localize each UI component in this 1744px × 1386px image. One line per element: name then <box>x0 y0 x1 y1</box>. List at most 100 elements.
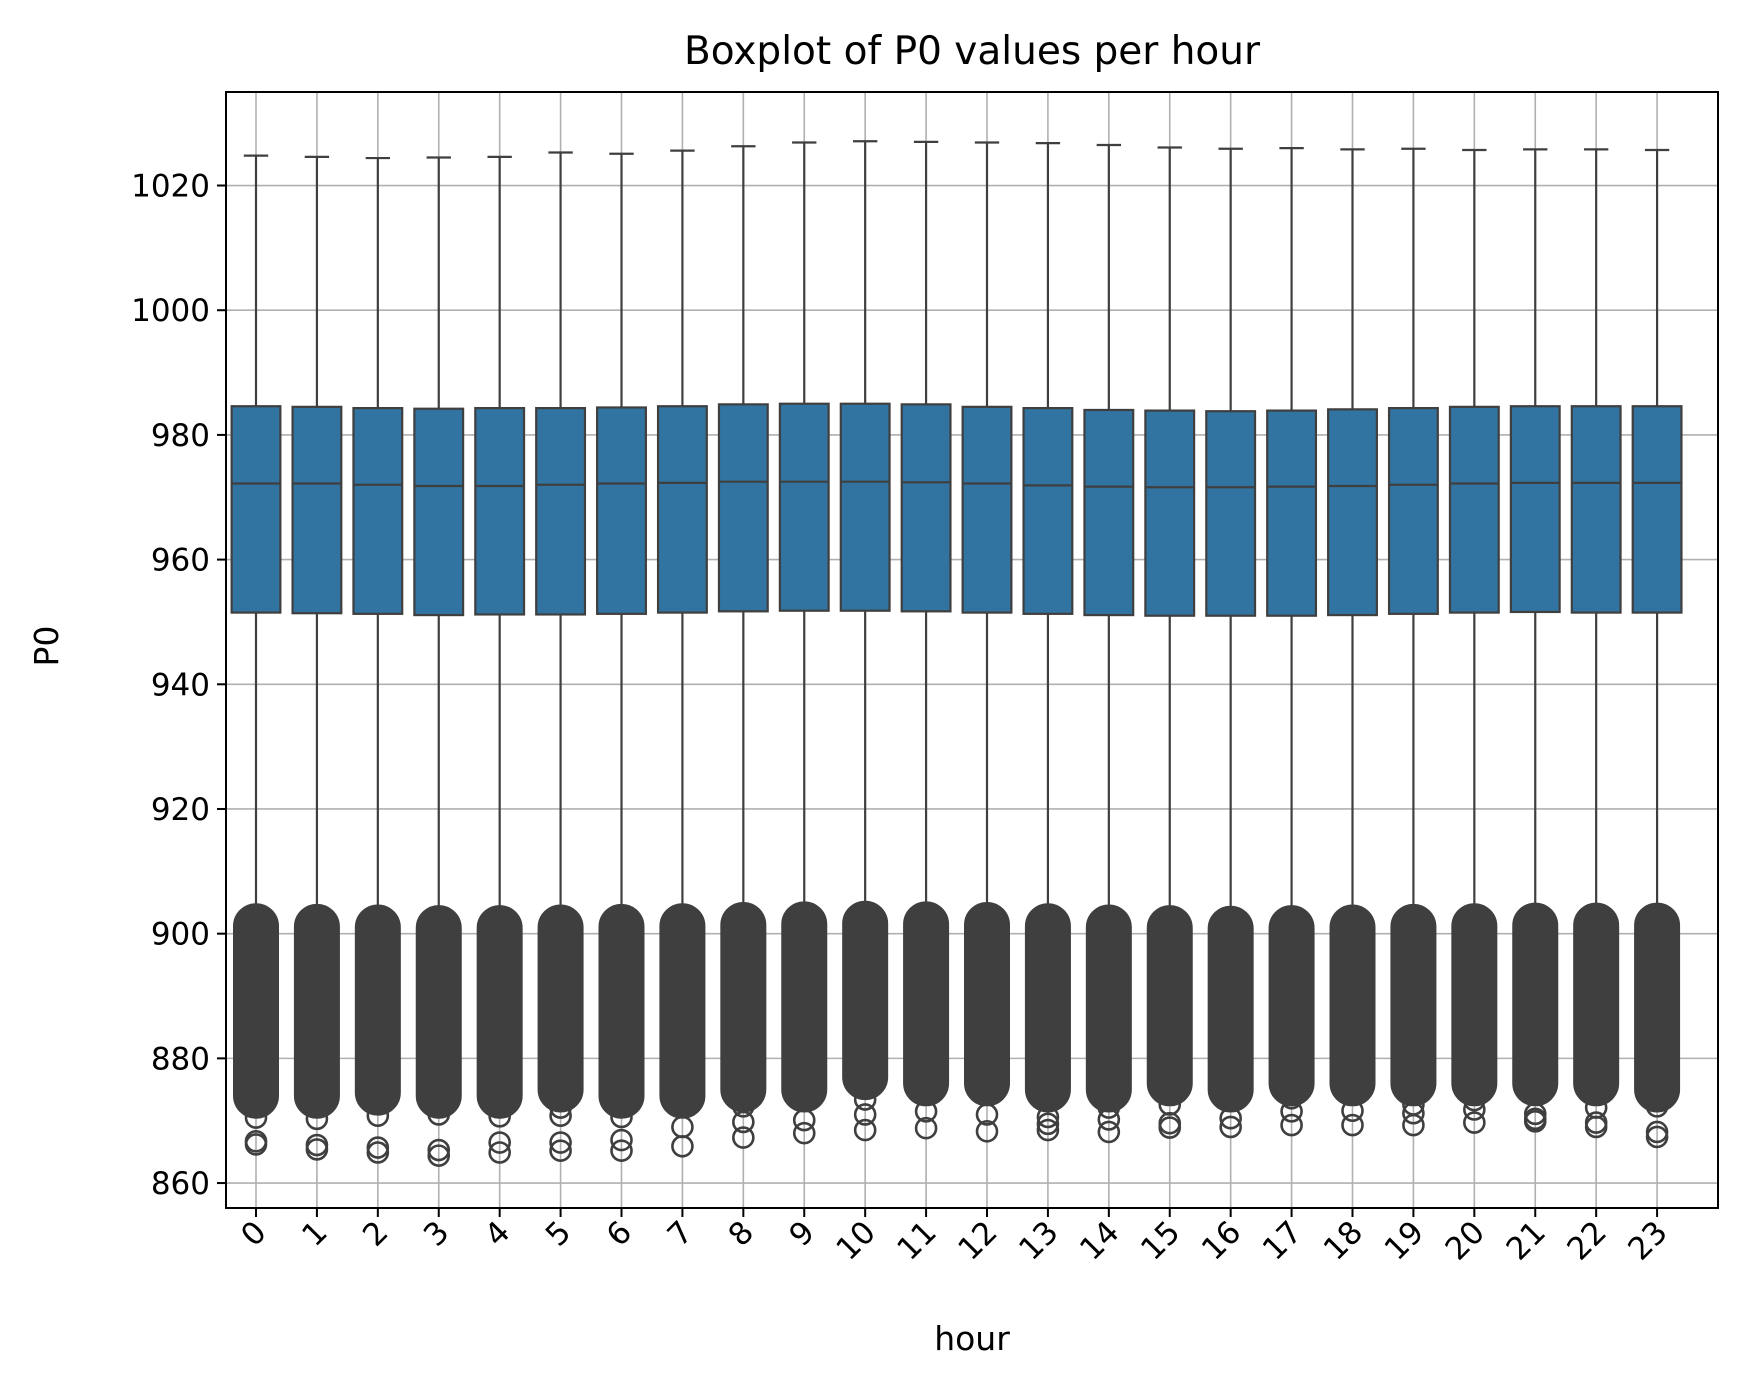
outlier-cluster <box>720 901 767 1113</box>
outlier-cluster <box>1451 903 1498 1107</box>
outlier-point <box>1219 1106 1242 1130</box>
outlier-point <box>549 1104 572 1128</box>
iqr-box <box>1387 406 1439 615</box>
outlier-point <box>488 1105 511 1128</box>
outlier-point <box>853 1088 877 1111</box>
outlier-point <box>244 1133 268 1156</box>
box-hour-5 <box>535 151 587 1162</box>
outlier-cluster <box>1085 904 1132 1113</box>
outlier-point <box>732 1095 755 1118</box>
outlier-point <box>610 1105 633 1129</box>
outlier-point <box>975 1103 999 1126</box>
outlier-point <box>853 1118 877 1142</box>
outlier-point <box>1280 1100 1303 1123</box>
outlier-point <box>1280 1086 1303 1110</box>
outlier-point <box>914 1100 938 1123</box>
box-hour-22 <box>1570 148 1622 1139</box>
outlier-cluster <box>598 903 645 1119</box>
y-axis-label: P0 <box>27 626 66 667</box>
box-hour-15 <box>1144 146 1196 1139</box>
x-tick-label: 5 <box>539 1214 578 1253</box>
outlier-point <box>549 1139 572 1162</box>
outlier-point <box>671 1134 694 1158</box>
box-hour-21 <box>1509 148 1561 1133</box>
x-tick-label: 7 <box>661 1214 700 1253</box>
iqr-box <box>1266 409 1318 617</box>
outlier-cluster <box>903 901 950 1107</box>
outlier-point <box>1584 1081 1608 1104</box>
outlier-cluster <box>1268 905 1315 1107</box>
outlier-cluster <box>659 903 706 1119</box>
outlier-cluster <box>537 904 584 1113</box>
outlier-cluster <box>1024 903 1071 1113</box>
outlier-point <box>853 1103 877 1126</box>
outlier-point <box>792 1121 816 1145</box>
iqr-box <box>1509 405 1561 614</box>
box-hour-2 <box>352 156 404 1164</box>
box-hour-19 <box>1387 147 1439 1137</box>
iqr-box <box>961 405 1013 614</box>
outlier-point <box>305 1138 329 1161</box>
box-hour-10 <box>839 140 891 1142</box>
x-axis: 0 1 2 3 4 5 6 7 8 9 10 11 12 13 14 15 16 17 18 19 20 21 22 23 <box>234 1208 1675 1268</box>
outlier-point <box>1341 1113 1364 1137</box>
x-tick-label: 4 <box>478 1214 517 1253</box>
outlier-point <box>1645 1095 1669 1118</box>
outlier-point <box>1280 1113 1303 1137</box>
iqr-box <box>1205 410 1257 617</box>
outlier-point <box>305 1107 329 1131</box>
x-tick-label: 9 <box>782 1214 821 1253</box>
outlier-cluster <box>354 904 401 1116</box>
outlier-point <box>610 1128 633 1152</box>
outlier-point <box>1036 1105 1060 1129</box>
outlier-point <box>1463 1098 1486 1121</box>
outlier-point <box>732 1110 755 1134</box>
x-tick-label: 1 <box>295 1214 334 1253</box>
iqr-box <box>717 403 769 613</box>
box-hour-4 <box>474 155 526 1164</box>
outlier-point <box>1036 1088 1060 1112</box>
x-tick-label: 14 <box>1073 1214 1126 1267</box>
x-tick-label: 2 <box>356 1214 395 1253</box>
x-tick-label: 13 <box>1012 1214 1065 1267</box>
y-tick-label: 900 <box>151 917 210 953</box>
box-hour-9 <box>778 141 830 1145</box>
outlier-point <box>1036 1118 1060 1142</box>
x-tick-label: 19 <box>1378 1214 1431 1267</box>
iqr-box <box>596 406 647 615</box>
outlier-point <box>549 1096 572 1119</box>
outlier-point <box>1645 1125 1669 1149</box>
outlier-cluster <box>1573 902 1620 1107</box>
iqr-box <box>352 406 404 615</box>
box-hour-23 <box>1631 148 1683 1149</box>
outlier-point <box>1402 1101 1425 1125</box>
box-hour-6 <box>596 152 647 1162</box>
x-tick-label: 20 <box>1439 1214 1492 1267</box>
x-tick-label: 21 <box>1500 1214 1553 1267</box>
outlier-point <box>1463 1111 1486 1134</box>
box-hour-12 <box>961 141 1013 1143</box>
outlier-point <box>1341 1099 1364 1123</box>
outlier-point <box>610 1139 633 1162</box>
outlier-cluster <box>1329 904 1376 1107</box>
outlier-point <box>1463 1088 1486 1112</box>
outlier-point <box>671 1093 694 1116</box>
x-tick-label: 3 <box>417 1214 456 1253</box>
outlier-cluster <box>1207 905 1254 1113</box>
outlier-point <box>1402 1113 1425 1137</box>
box-hour-18 <box>1327 148 1378 1137</box>
box-hour-7 <box>656 149 708 1158</box>
box-hour-20 <box>1448 148 1500 1134</box>
x-tick-label: 23 <box>1621 1214 1674 1267</box>
chart-title: Boxplot of P0 values per hour <box>684 29 1261 74</box>
outlier-point <box>1645 1080 1669 1104</box>
outlier-point <box>1584 1115 1608 1139</box>
y-tick-label: 1020 <box>131 169 210 205</box>
outlier-point <box>427 1138 451 1162</box>
outlier-point <box>975 1120 999 1143</box>
x-tick-label: 11 <box>890 1214 943 1267</box>
outlier-point <box>549 1131 572 1154</box>
box-hour-1 <box>291 155 343 1161</box>
x-tick-label: 6 <box>600 1214 639 1253</box>
